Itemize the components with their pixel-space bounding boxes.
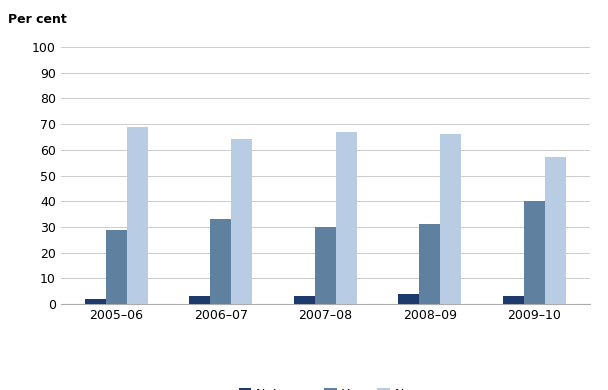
- Bar: [85, 299, 106, 304]
- Bar: [336, 132, 357, 304]
- Bar: [398, 294, 420, 304]
- Bar: [420, 224, 440, 304]
- Bar: [315, 227, 336, 304]
- Bar: [106, 230, 126, 304]
- Legend: Not sure, Yes, No: Not sure, Yes, No: [234, 383, 416, 390]
- Text: Per cent: Per cent: [8, 13, 67, 27]
- Bar: [189, 296, 210, 304]
- Bar: [294, 296, 315, 304]
- Bar: [524, 201, 545, 304]
- Bar: [126, 127, 148, 304]
- Bar: [440, 134, 461, 304]
- Bar: [210, 219, 231, 304]
- Bar: [503, 296, 524, 304]
- Bar: [545, 158, 565, 304]
- Bar: [231, 140, 252, 304]
